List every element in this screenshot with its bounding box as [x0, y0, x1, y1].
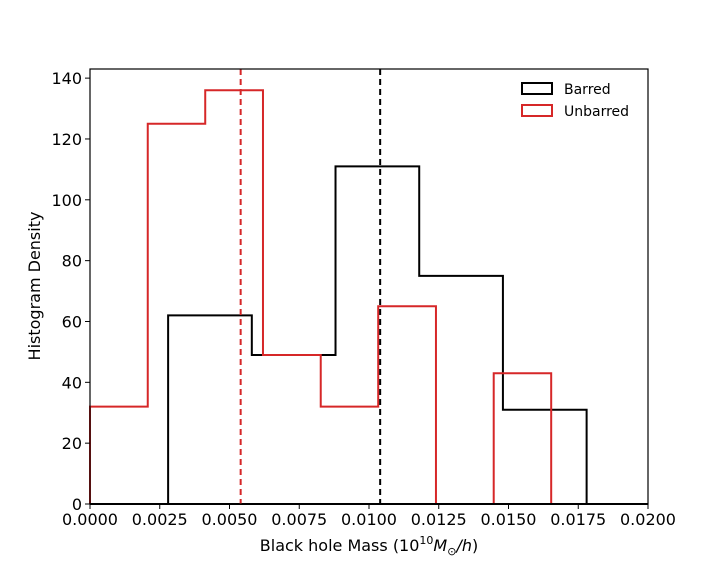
- x-tick-label: 0.0100: [341, 510, 397, 529]
- y-tick-label: 100: [51, 191, 82, 210]
- x-tick-label: 0.0150: [481, 510, 537, 529]
- series-barred-histogram: [167, 165, 588, 504]
- x-axis-label-unit-h: /h: [454, 536, 472, 555]
- x-axis-label-unit-m: M: [433, 536, 447, 555]
- x-axis-label-prefix: Black hole Mass (10: [260, 536, 420, 555]
- x-tick-label: 0.0050: [202, 510, 258, 529]
- series-unbarred-histogram: [89, 89, 553, 505]
- y-tick-label: 20: [62, 434, 82, 453]
- x-tick-label: 0.0025: [132, 510, 188, 529]
- y-tick-label: 60: [62, 312, 82, 331]
- y-tick-label: 120: [51, 130, 82, 149]
- x-tick-label: 0.0000: [62, 510, 118, 529]
- y-axis-label: Histogram Density: [25, 212, 44, 361]
- x-axis: 0.0000 0.0025 0.0050 0.0075 0.0100 0.0125 0.01…: [62, 504, 676, 529]
- x-axis-label-exponent: 10: [419, 534, 433, 547]
- x-axis-label: Black hole Mass (1010M⊙/h): [260, 534, 478, 558]
- x-axis-label-close: ): [472, 536, 478, 555]
- plot-frame: [89, 68, 649, 505]
- y-tick-label: 40: [62, 373, 82, 392]
- x-tick-label: 0.0125: [411, 510, 467, 529]
- y-axis: 0 20 40 60 80 100 120 140: [51, 69, 90, 514]
- legend-swatch-unbarred: [521, 104, 553, 117]
- y-tick-label: 80: [62, 252, 82, 271]
- legend-swatch-barred: [521, 82, 553, 95]
- plot-area: [89, 69, 648, 505]
- y-tick-label: 140: [51, 69, 82, 88]
- x-tick-label: 0.0175: [550, 510, 606, 529]
- x-tick-label: 0.0200: [620, 510, 676, 529]
- x-axis-label-unit-sub: ⊙: [447, 545, 456, 558]
- legend: Barred Unbarred: [521, 82, 629, 120]
- x-tick-label: 0.0075: [271, 510, 327, 529]
- legend-label-unbarred: Unbarred: [564, 104, 629, 120]
- y-tick-label: 0: [72, 495, 82, 514]
- legend-label-barred: Barred: [564, 82, 611, 98]
